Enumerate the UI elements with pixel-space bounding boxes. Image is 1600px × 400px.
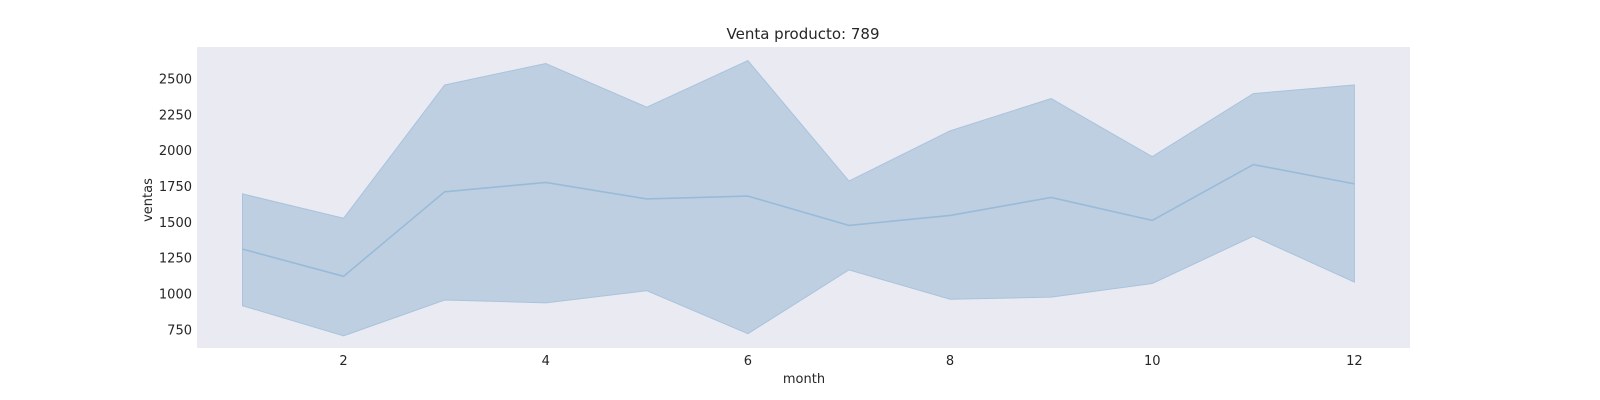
y-tick-label: 2000	[159, 144, 192, 159]
x-tick-label: 6	[744, 354, 752, 369]
x-tick-label: 8	[946, 354, 954, 369]
y-tick-label: 1500	[159, 216, 192, 231]
x-tick-label: 4	[542, 354, 550, 369]
x-axis-title: month	[783, 372, 825, 387]
x-tick-label: 12	[1346, 354, 1363, 369]
y-tick-label: 2500	[159, 73, 192, 88]
x-tick-label: 10	[1144, 354, 1161, 369]
x-tick-labels: 2 4 6 8 10 12	[339, 354, 1362, 369]
y-axis-title: ventas	[141, 178, 156, 222]
y-tick-label: 1750	[159, 180, 192, 195]
x-tick-label: 2	[339, 354, 347, 369]
y-tick-label: 1250	[159, 252, 192, 267]
series-line-layer	[242, 163, 1355, 278]
chart-title: Venta producto: 789	[727, 25, 880, 43]
series-line	[242, 163, 1355, 278]
y-tick-label: 1000	[159, 288, 192, 303]
y-tick-label: 2250	[159, 108, 192, 123]
confidence-band-layer	[241, 60, 1355, 337]
y-tick-label: 750	[167, 323, 192, 338]
y-tick-labels: 750 1000 1250 1500 1750 2000 2250 2500	[159, 73, 192, 339]
confidence-band	[241, 60, 1355, 337]
